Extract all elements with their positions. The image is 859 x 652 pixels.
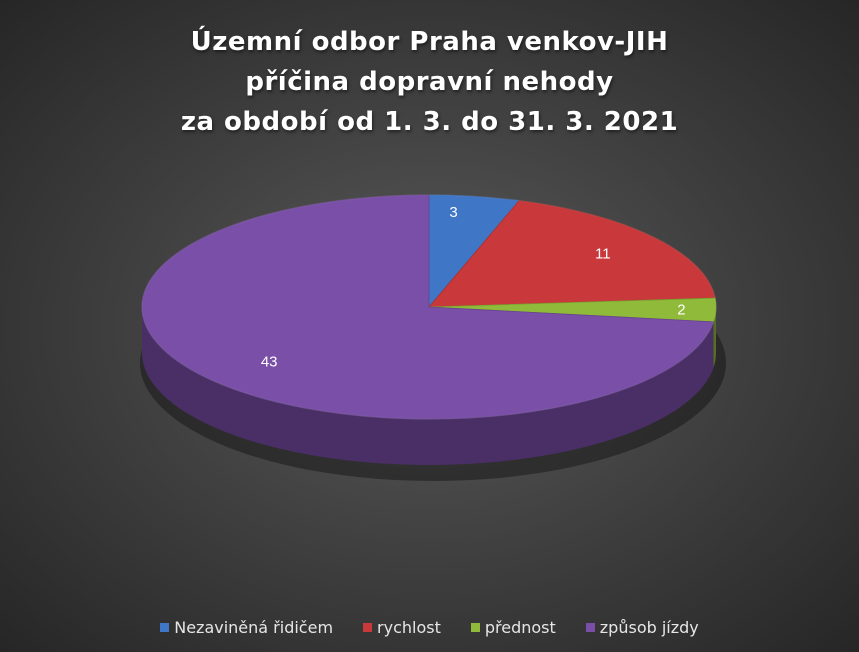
chart-legend: Nezaviněná řidičem rychlost přednost způ… — [0, 618, 859, 637]
legend-item-zpusob-jizdy: způsob jízdy — [585, 618, 699, 637]
data-label-rychlost: 11 — [595, 246, 611, 263]
legend-item-prednost: přednost — [470, 618, 556, 637]
data-label-zpusob-jizdy: 43 — [261, 354, 278, 371]
data-label-nezavinena-ridicem: 3 — [449, 204, 457, 221]
legend-label-prednost: přednost — [484, 618, 556, 637]
legend-item-rychlost: rychlost — [363, 618, 441, 637]
chart-title-line-1: Územní odbor Praha venkov-JIH — [190, 27, 669, 57]
pie-slice-rychlost — [428, 200, 716, 308]
legend-swatch-nezavinena-ridicem — [160, 623, 170, 632]
legend-swatch-rychlost — [363, 623, 373, 632]
pie-rim-highlight — [141, 194, 717, 420]
pie-side-zpusob-jizdy — [142, 307, 714, 466]
legend-swatch-zpusob-jizdy — [585, 623, 595, 632]
legend-label-nezavinena-ridicem: Nezaviněná řidičem — [174, 618, 334, 637]
legend-item-nezavinena-ridicem: Nezaviněná řidičem — [160, 618, 333, 637]
pie-slice-zpusob-jizdy — [141, 194, 715, 420]
pie-side-prednost — [713, 307, 716, 368]
chart-title-line-3: za období od 1. 3. do 31. 3. 2021 — [180, 107, 679, 137]
legend-label-zpusob-jizdy: způsob jízdy — [599, 618, 699, 637]
data-label-prednost: 2 — [677, 302, 685, 319]
chart-title-line-2: příčina dopravní nehody — [245, 67, 614, 97]
chart-title: Územní odbor Praha venkov-JIH příčina do… — [0, 22, 859, 142]
legend-label-rychlost: rychlost — [377, 618, 441, 637]
legend-swatch-prednost — [470, 623, 480, 632]
